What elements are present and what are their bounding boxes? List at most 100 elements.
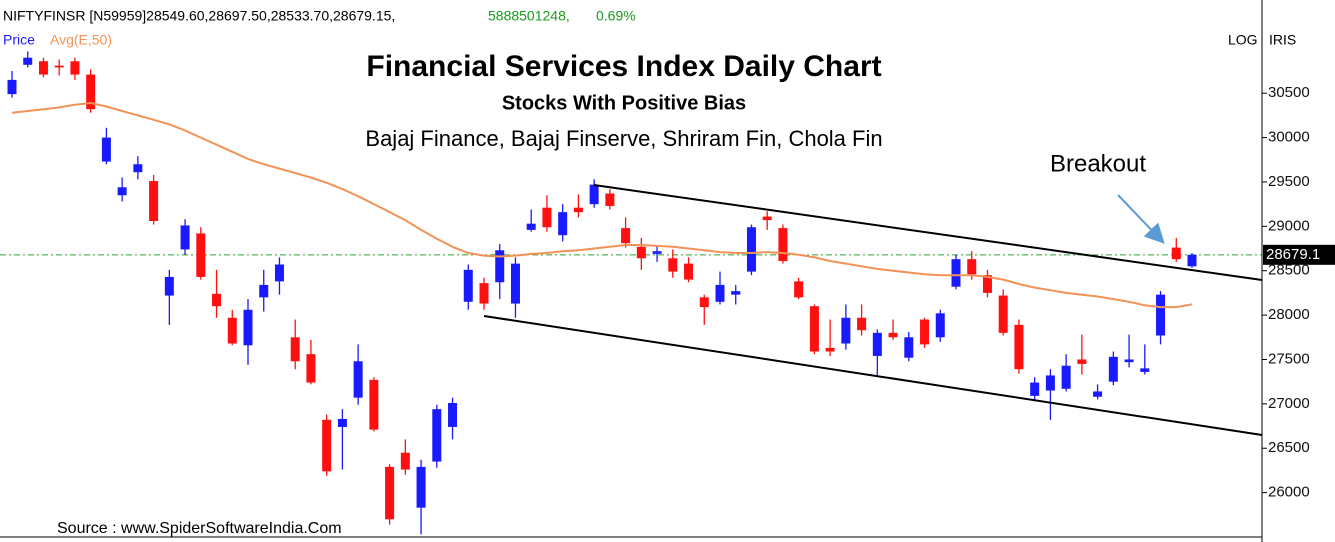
candle-body xyxy=(668,258,678,272)
candle-body xyxy=(479,283,489,304)
candle-body xyxy=(86,74,96,110)
candle-body xyxy=(290,337,300,362)
candle-body xyxy=(684,263,694,280)
volume: 5888501248, xyxy=(488,8,570,24)
candle-body xyxy=(432,409,442,462)
y-tick-label: 29000 xyxy=(1268,217,1310,234)
candle-body xyxy=(133,164,143,173)
candle-body xyxy=(652,251,662,254)
source: Source : www.SpiderSoftwareIndia.Com xyxy=(57,520,342,537)
ema-line xyxy=(11,101,1193,309)
candle-body xyxy=(70,61,80,75)
candle-body xyxy=(605,193,615,206)
candle-body xyxy=(196,233,206,277)
lower-channel-line xyxy=(483,315,1263,436)
candle-body xyxy=(1187,254,1197,267)
y-tick-label: 28500 xyxy=(1268,262,1310,279)
candle-body xyxy=(385,466,395,520)
legend-price: Price xyxy=(3,32,35,48)
candle-body xyxy=(337,418,347,427)
candle-body xyxy=(621,228,631,244)
candle-body xyxy=(149,181,159,222)
chart-description: Bajaj Finance, Bajaj Finserve, Shriram F… xyxy=(365,126,882,151)
candle-body xyxy=(982,275,992,293)
iris-label: IRIS xyxy=(1269,32,1296,48)
y-tick-label: 28000 xyxy=(1268,306,1310,323)
candle-body xyxy=(558,212,568,236)
candle-body xyxy=(951,259,961,287)
candle-body xyxy=(463,269,473,302)
header: NIFTYFINSR [N59959]28549.60,28697.50,285… xyxy=(3,8,395,24)
candle-body xyxy=(967,259,977,275)
y-tick-label: 27000 xyxy=(1268,395,1310,412)
candle-body xyxy=(526,223,536,230)
candle-body xyxy=(353,361,363,398)
candle-body xyxy=(448,402,458,427)
candle-body xyxy=(306,354,316,383)
candle-body xyxy=(904,337,914,358)
candle-body xyxy=(888,332,898,338)
candle-body xyxy=(636,246,646,259)
breakout-arrow xyxy=(1117,194,1165,244)
candle-body xyxy=(7,79,17,95)
candle-body xyxy=(1077,359,1087,364)
candle-body xyxy=(400,452,410,470)
candle-body xyxy=(416,466,426,508)
candle-body xyxy=(1045,375,1055,391)
candle-body xyxy=(101,137,111,162)
candle-body xyxy=(54,65,64,68)
candle-body xyxy=(746,227,756,272)
candle-body xyxy=(495,250,505,283)
candle-body xyxy=(369,379,379,430)
candle-body xyxy=(542,207,552,228)
candle-body xyxy=(23,57,33,65)
candle-body xyxy=(38,61,48,75)
candle-body xyxy=(322,419,332,472)
candle-body xyxy=(778,228,788,261)
y-tick-label: 26000 xyxy=(1268,484,1310,501)
candle-body xyxy=(825,347,835,352)
legend-avg: Avg(E,50) xyxy=(50,32,112,48)
y-tick-label: 27500 xyxy=(1268,350,1310,367)
candle-body xyxy=(699,297,709,308)
candle-body xyxy=(872,332,882,356)
candle-body xyxy=(809,306,819,352)
candle-body xyxy=(1108,356,1118,382)
candle-body xyxy=(1156,294,1166,336)
candle-body xyxy=(274,264,284,282)
candle-body xyxy=(1171,247,1181,260)
candle-body xyxy=(164,276,174,296)
candle-body xyxy=(1140,368,1150,372)
candle-body xyxy=(117,187,127,196)
chart-title: Financial Services Index Daily Chart xyxy=(366,50,881,83)
candle-body xyxy=(1124,359,1134,363)
candle-body xyxy=(841,317,851,344)
candle-body xyxy=(731,291,741,295)
last-price-box xyxy=(1263,244,1335,265)
y-tick-label: 29500 xyxy=(1268,173,1310,190)
candle-body xyxy=(1014,324,1024,370)
candle-body xyxy=(180,225,190,250)
upper-channel-line xyxy=(593,184,1263,281)
candle-body xyxy=(935,313,945,338)
y-tick-label: 26500 xyxy=(1268,439,1310,456)
last-price-label: 28679.1 xyxy=(1266,246,1320,263)
candle-body xyxy=(715,284,725,302)
candle-body xyxy=(762,216,772,221)
candle-body xyxy=(920,319,930,345)
candle-body xyxy=(1061,365,1071,389)
chart-subtitle: Stocks With Positive Bias xyxy=(502,92,746,114)
candle-body xyxy=(1030,382,1040,396)
y-tick-label: 30000 xyxy=(1268,129,1310,146)
candle-body xyxy=(510,263,520,304)
candle-body xyxy=(227,317,237,344)
candle-body xyxy=(259,284,269,298)
plot-area xyxy=(0,51,1262,535)
candle-body xyxy=(589,184,599,205)
y-tick-label: 30500 xyxy=(1268,84,1310,101)
candle-body xyxy=(573,207,583,213)
annotation: Breakout xyxy=(1050,150,1146,177)
candle-body xyxy=(212,293,222,307)
log-label: LOG xyxy=(1228,32,1258,48)
